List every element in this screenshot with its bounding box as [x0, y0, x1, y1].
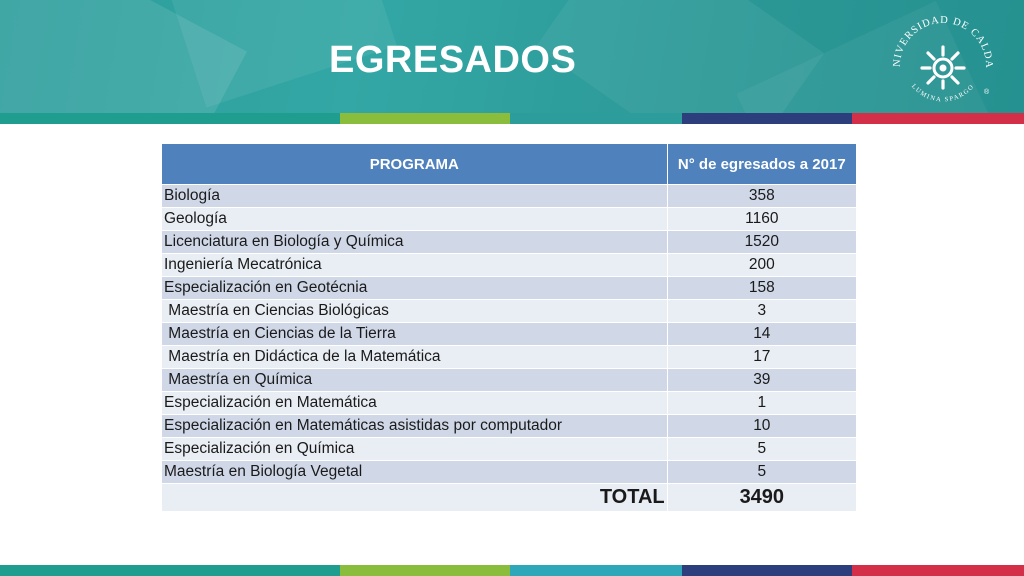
table-row: Ingeniería Mecatrónica 200 [161, 253, 858, 277]
count-cell: 1 [666, 391, 858, 415]
program-cell: Maestría en Didáctica de la Matemática [161, 345, 668, 369]
program-cell: Maestría en Ciencias de la Tierra [161, 322, 668, 346]
total-value: 3490 [666, 483, 858, 512]
table-row: Maestría en Química 39 [161, 368, 858, 392]
program-cell: Especialización en Matemática [161, 391, 668, 415]
count-cell: 1160 [666, 207, 858, 231]
program-cell: Maestría en Química [161, 368, 668, 392]
count-cell: 10 [666, 414, 858, 438]
count-cell: 3 [666, 299, 858, 323]
program-cell: Especialización en Química [161, 437, 668, 461]
top-color-stripe [0, 113, 1024, 124]
count-cell: 5 [666, 437, 858, 461]
program-cell: Ingeniería Mecatrónica [161, 253, 668, 277]
program-cell: Geología [161, 207, 668, 231]
table-row: Maestría en Didáctica de la Matemática 1… [161, 345, 858, 369]
count-cell: 1520 [666, 230, 858, 254]
table-header-row: PROGRAMA N° de egresados a 2017 [161, 143, 858, 185]
table-row: Especialización en Geotécnia 158 [161, 276, 858, 300]
sun-spiral-icon [920, 45, 966, 90]
header-banner: EGRESADOS UNIVERSIDAD DE CALDAS LUMINA S… [0, 0, 1024, 113]
table-row: Geología 1160 [161, 207, 858, 231]
count-cell: 200 [666, 253, 858, 277]
count-cell: 39 [666, 368, 858, 392]
count-cell: 14 [666, 322, 858, 346]
count-cell: 5 [666, 460, 858, 484]
column-header-program: PROGRAMA [161, 143, 668, 185]
count-cell: 17 [666, 345, 858, 369]
registered-mark: ® [984, 88, 990, 96]
table-row: Maestría en Ciencias de la Tierra 14 [161, 322, 858, 346]
program-cell: Licenciatura en Biología y Química [161, 230, 668, 254]
total-row: TOTAL 3490 [161, 483, 858, 512]
program-cell: Maestría en Ciencias Biológicas [161, 299, 668, 323]
table-row: Maestría en Ciencias Biológicas 3 [161, 299, 858, 323]
count-cell: 158 [666, 276, 858, 300]
table-row: Biología 358 [161, 184, 858, 208]
table-row: Especialización en Matemática 1 [161, 391, 858, 415]
program-cell: Biología [161, 184, 668, 208]
total-label: TOTAL [161, 483, 668, 512]
table-row: Licenciatura en Biología y Química 1520 [161, 230, 858, 254]
slide-title: EGRESADOS [329, 39, 577, 81]
table-row: Maestría en Biología Vegetal 5 [161, 460, 858, 484]
count-cell: 358 [666, 184, 858, 208]
program-cell: Especialización en Geotécnia [161, 276, 668, 300]
graduates-table: PROGRAMA N° de egresados a 2017 Biología… [161, 143, 858, 512]
program-cell: Especialización en Matemáticas asistidas… [161, 414, 668, 438]
university-logo: UNIVERSIDAD DE CALDAS LUMINA SPARGO ® [888, 14, 993, 103]
bottom-color-stripe [0, 565, 1024, 576]
table-row: Especialización en Química 5 [161, 437, 858, 461]
table-row: Especialización en Matemáticas asistidas… [161, 414, 858, 438]
column-header-count: N° de egresados a 2017 [666, 143, 858, 185]
program-cell: Maestría en Biología Vegetal [161, 460, 668, 484]
